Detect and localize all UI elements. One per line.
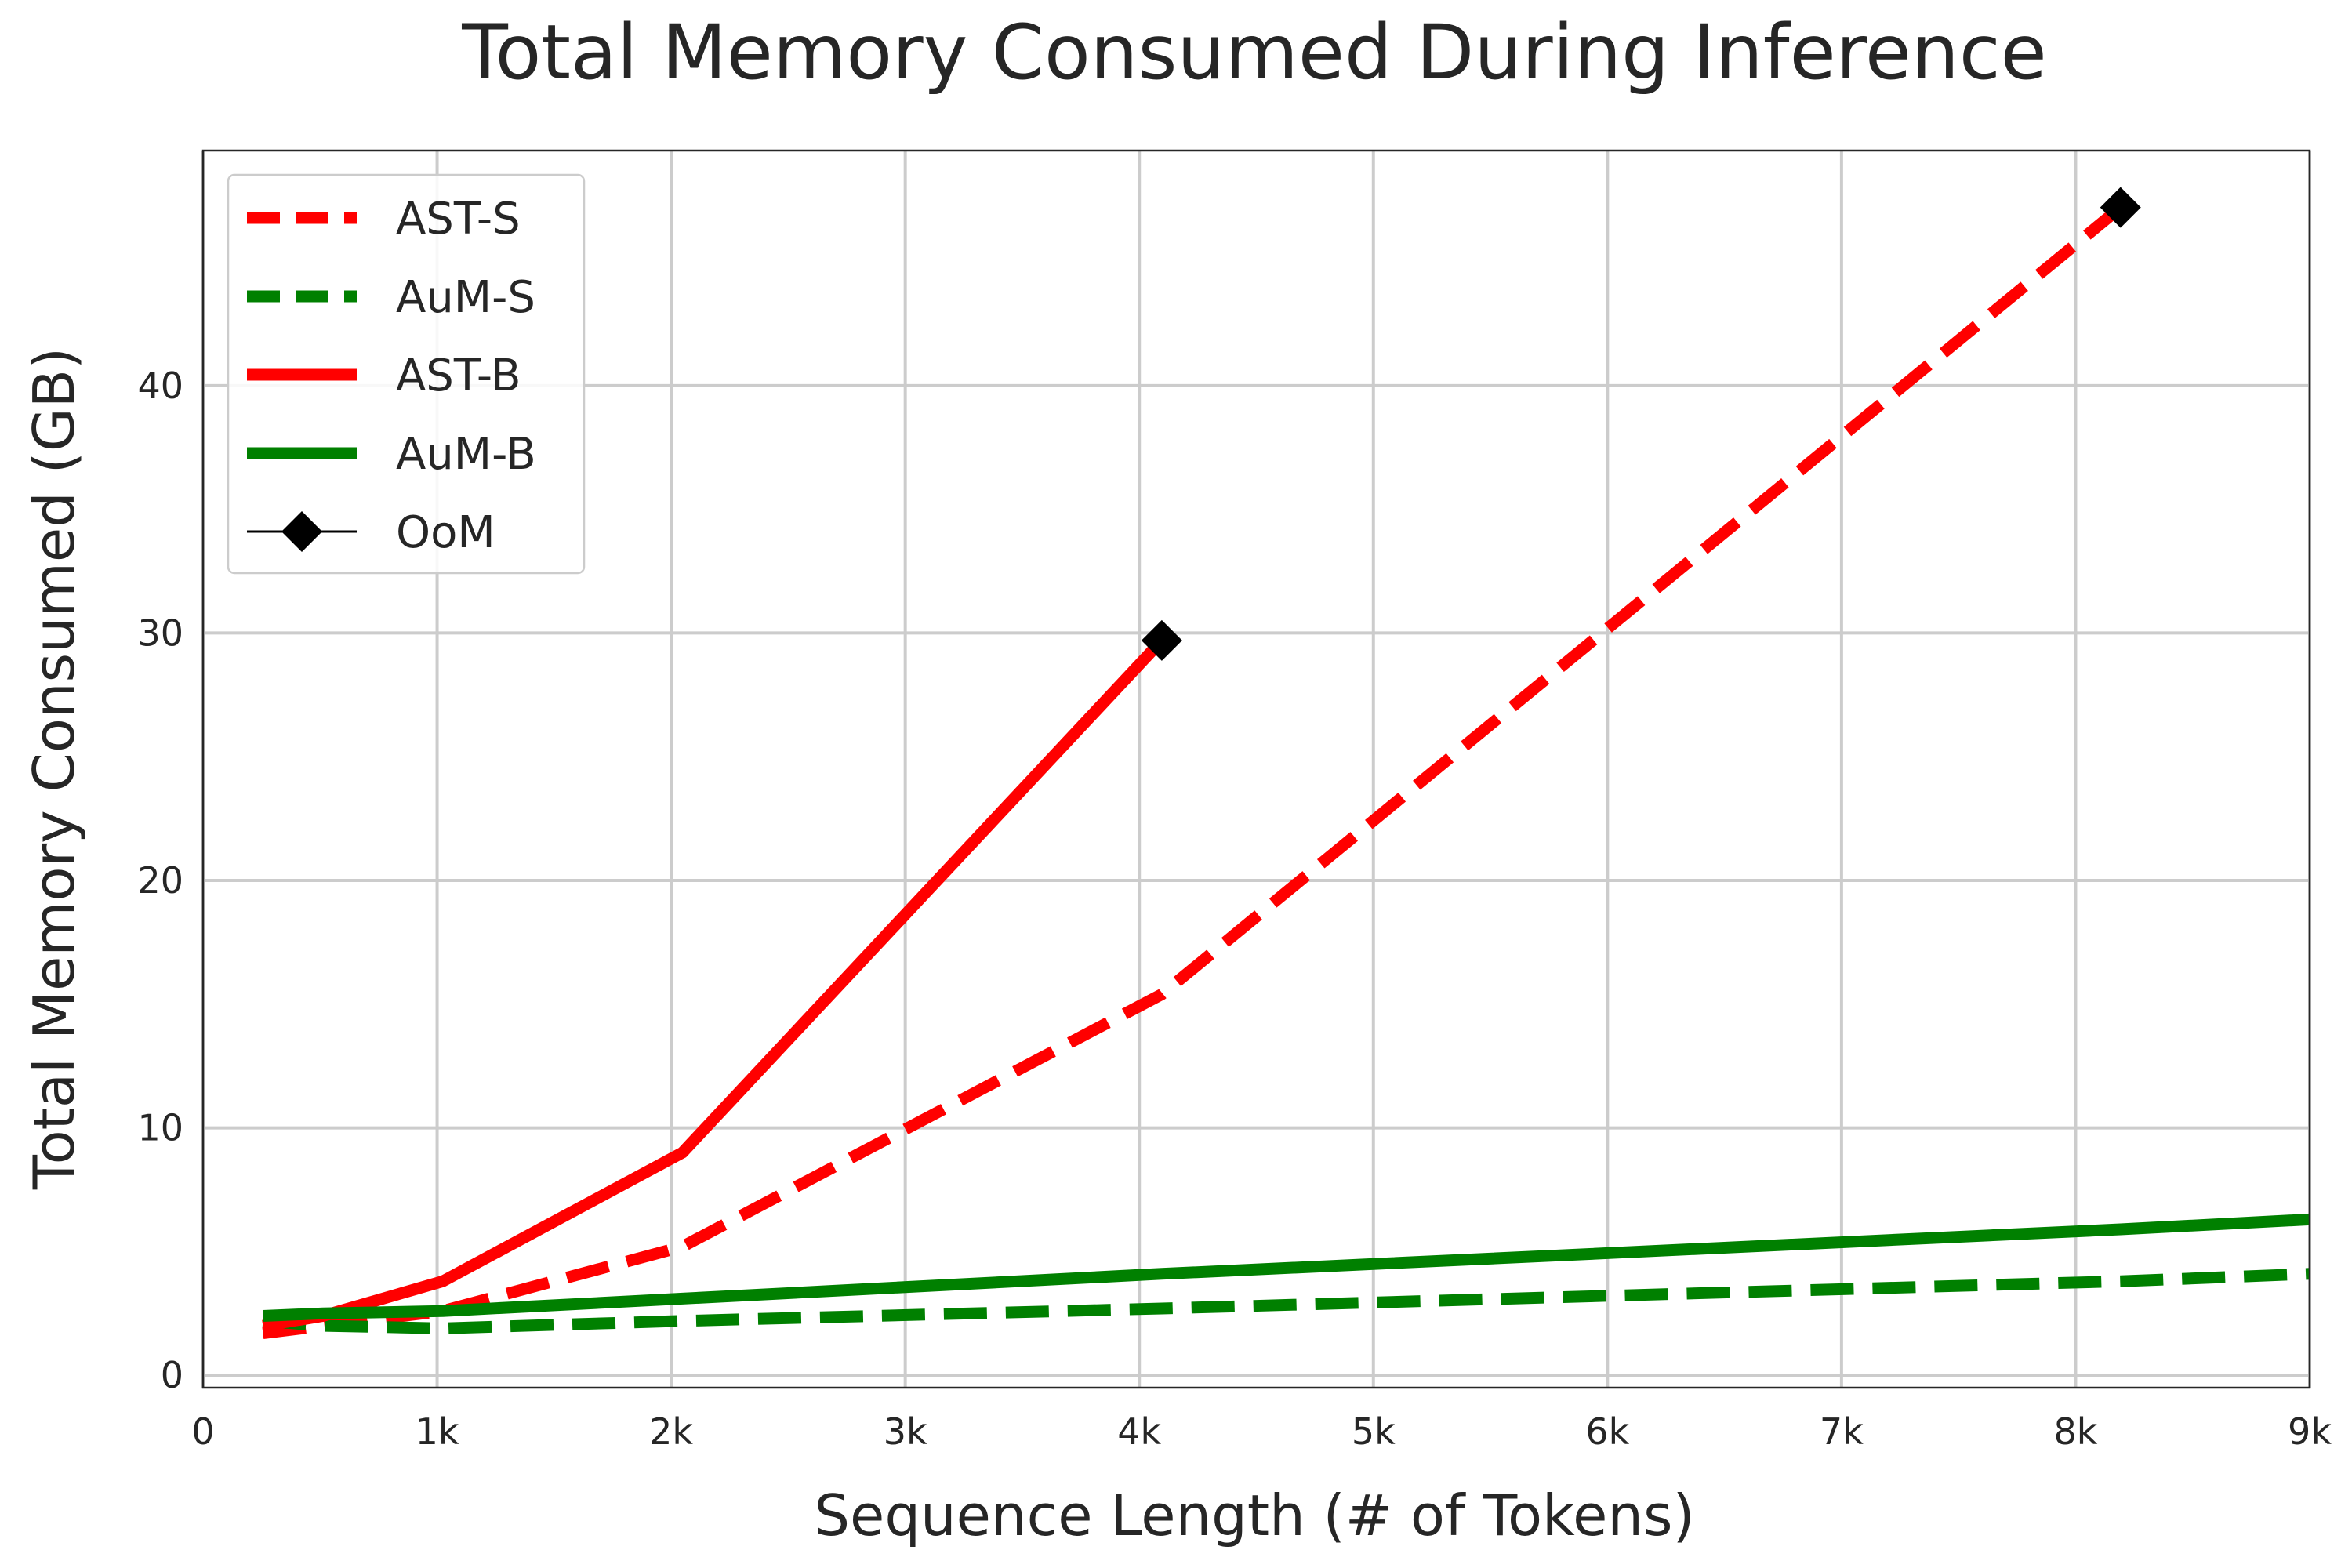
- oom-marker: [2100, 187, 2141, 228]
- x-tick-label: 1k: [416, 1410, 459, 1453]
- legend-items: AST-S AuM-S AST-B AuM-B OoM: [247, 194, 536, 558]
- series-line-aum-b: [263, 1213, 2310, 1322]
- x-tick-label: 0: [191, 1410, 214, 1453]
- y-tick-label: 0: [161, 1354, 183, 1396]
- x-tick-labels: 0 1k 2k 3k 4k 5k 6k 7k 8k 9k: [191, 1410, 2332, 1453]
- x-tick-label: 3k: [884, 1410, 927, 1453]
- legend: AST-S AuM-S AST-B AuM-B OoM: [227, 173, 586, 575]
- y-tick-labels: 0 10 20 30 40: [137, 365, 183, 1396]
- legend-label-ast-s: AST-S: [396, 194, 521, 245]
- legend-label-oom: OoM: [396, 507, 495, 558]
- x-tick-label: 4k: [1117, 1410, 1161, 1453]
- legend-label-ast-b: AST-B: [396, 350, 521, 401]
- oom-marker-layer: [1141, 187, 2141, 661]
- y-tick-label: 40: [137, 365, 183, 407]
- legend-frame: [227, 173, 586, 575]
- series-line-aum-s: [262, 1268, 2310, 1334]
- x-tick-label: 6k: [1585, 1410, 1629, 1453]
- oom-marker: [1141, 619, 1182, 661]
- plot-frame: [201, 149, 2311, 1389]
- legend-label-aum-b: AuM-B: [396, 429, 536, 480]
- x-tick-label: 9k: [2288, 1410, 2332, 1453]
- x-tick-label: 2k: [649, 1410, 693, 1453]
- x-tick-label: 5k: [1352, 1410, 1396, 1453]
- chart-title: Total Memory Consumed During Inference: [461, 9, 2046, 96]
- y-axis-title: Total Memory Consumed (GB): [21, 347, 87, 1190]
- x-tick-label: 7k: [1820, 1410, 1864, 1453]
- legend-label-aum-s: AuM-S: [396, 272, 535, 323]
- grid-lines: [201, 151, 2311, 1388]
- y-tick-label: 20: [137, 859, 183, 902]
- x-tick-label: 8k: [2053, 1410, 2097, 1453]
- series-line-ast-b: [262, 636, 1167, 1332]
- series-layer: [262, 202, 2310, 1340]
- y-tick-label: 30: [137, 612, 183, 654]
- series-line-ast-s: [262, 202, 2125, 1340]
- y-tick-label: 10: [137, 1107, 183, 1149]
- legend-swatch-oom-diamond: [281, 511, 322, 552]
- x-axis-title: Sequence Length (# of Tokens): [814, 1483, 1694, 1548]
